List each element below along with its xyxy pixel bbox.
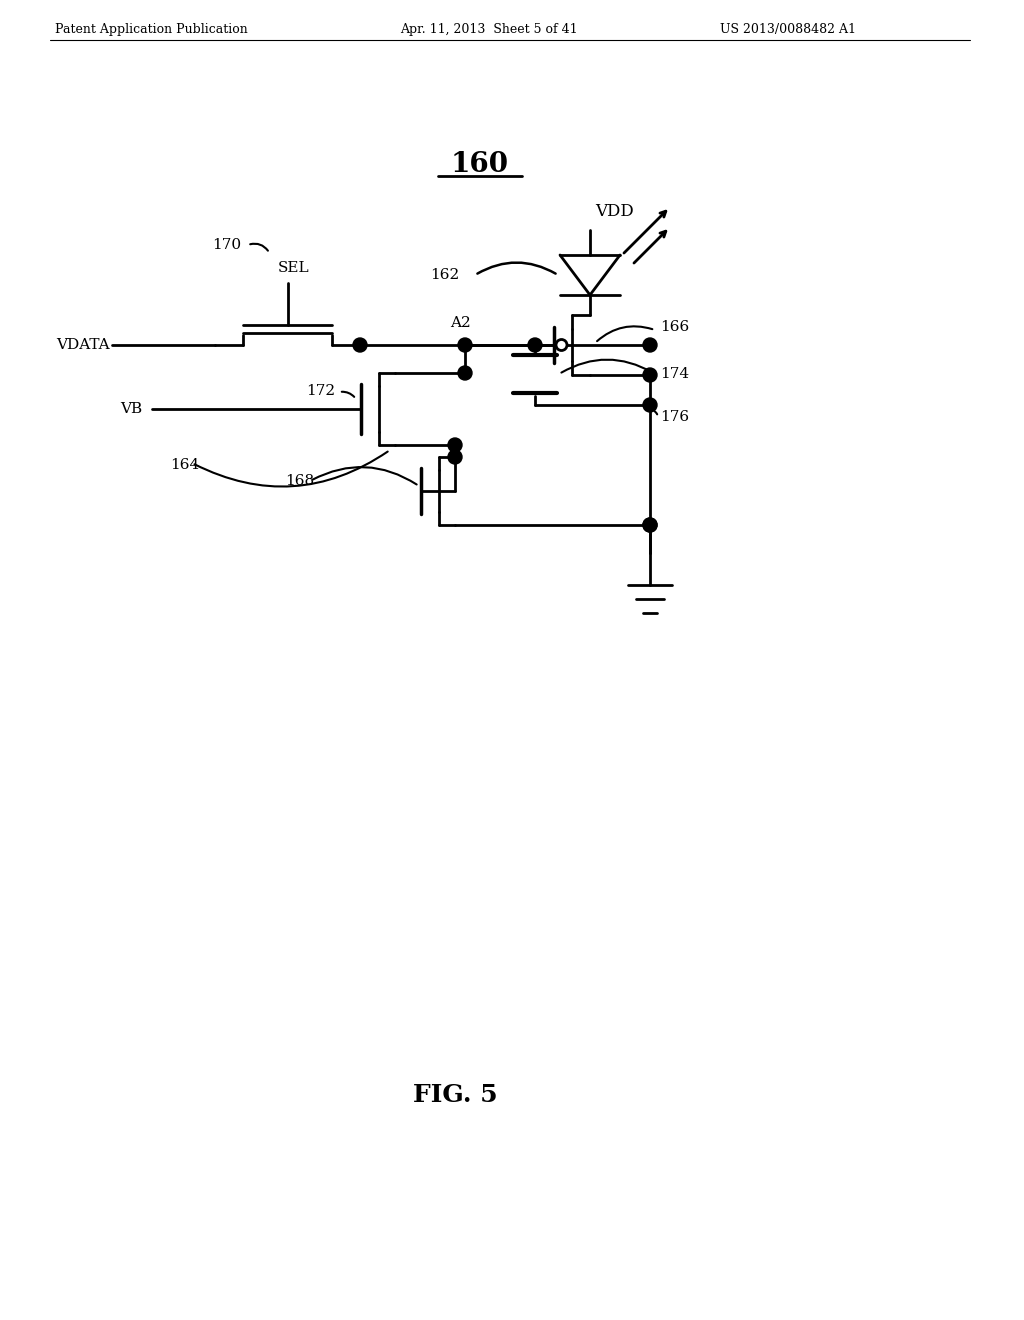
Circle shape: [643, 517, 657, 532]
Circle shape: [449, 450, 462, 465]
Text: SEL: SEL: [278, 261, 309, 275]
Circle shape: [556, 339, 567, 351]
Text: 172: 172: [306, 384, 335, 399]
Text: 164: 164: [170, 458, 200, 473]
Circle shape: [643, 517, 657, 532]
Circle shape: [353, 338, 367, 352]
Circle shape: [643, 338, 657, 352]
Text: 176: 176: [660, 411, 689, 424]
Text: Apr. 11, 2013  Sheet 5 of 41: Apr. 11, 2013 Sheet 5 of 41: [400, 24, 578, 37]
Text: 160: 160: [451, 152, 509, 178]
Text: Patent Application Publication: Patent Application Publication: [55, 24, 248, 37]
Circle shape: [643, 399, 657, 412]
Circle shape: [528, 338, 542, 352]
Circle shape: [458, 366, 472, 380]
Text: 168: 168: [285, 474, 314, 488]
Text: FIG. 5: FIG. 5: [413, 1082, 498, 1107]
Text: VB: VB: [120, 403, 142, 416]
Text: 174: 174: [660, 367, 689, 381]
Text: A2: A2: [450, 315, 470, 330]
Text: 162: 162: [430, 268, 459, 282]
Circle shape: [458, 338, 472, 352]
Text: US 2013/0088482 A1: US 2013/0088482 A1: [720, 24, 856, 37]
Circle shape: [449, 438, 462, 451]
Text: 170: 170: [213, 238, 242, 252]
Text: VDATA: VDATA: [56, 338, 110, 352]
Text: VDD: VDD: [595, 203, 634, 220]
Circle shape: [643, 368, 657, 381]
Text: 166: 166: [660, 319, 689, 334]
